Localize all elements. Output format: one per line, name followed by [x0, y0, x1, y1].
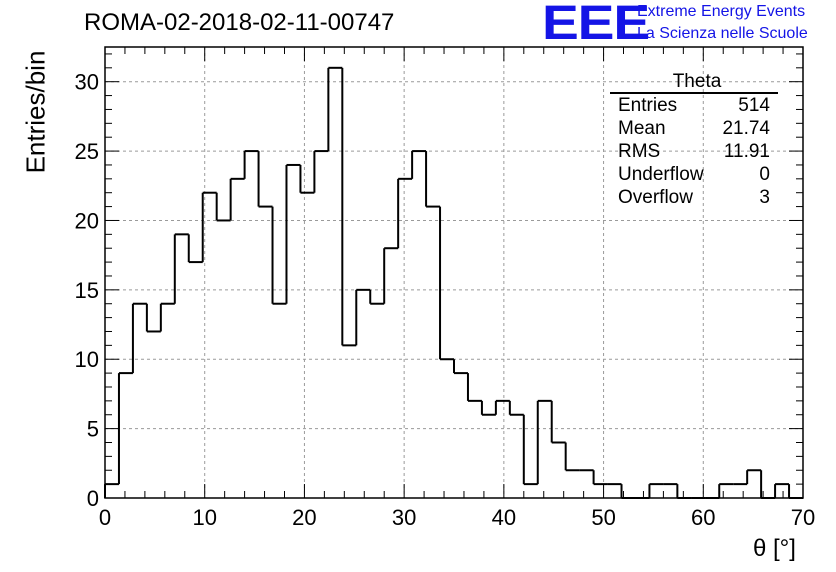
- x-tick-label: 30: [392, 505, 416, 530]
- x-tick-label: 10: [192, 505, 216, 530]
- stats-label: Overflow: [618, 187, 693, 208]
- stats-label: Underflow: [618, 164, 704, 185]
- stats-value: 3: [759, 187, 770, 208]
- stats-box-title: Theta: [610, 72, 778, 94]
- stats-label: Mean: [618, 118, 666, 139]
- y-tick-label: 0: [87, 486, 99, 511]
- x-tick-label: 50: [591, 505, 615, 530]
- x-tick-label: 70: [791, 505, 815, 530]
- stats-box: Theta Entries 514 Mean 21.74 RMS 11.91 U…: [610, 72, 778, 209]
- stats-row-entries: Entries 514: [610, 94, 778, 117]
- y-tick-label: 10: [75, 347, 99, 372]
- stats-value: 0: [759, 164, 770, 185]
- stats-value: 514: [738, 95, 770, 116]
- y-tick-label: 20: [75, 208, 99, 233]
- stats-label: RMS: [618, 141, 661, 162]
- x-tick-label: 20: [292, 505, 316, 530]
- stats-label: Entries: [618, 95, 678, 116]
- x-tick-label: 40: [492, 505, 516, 530]
- chart-title: ROMA-02-2018-02-11-00747: [84, 9, 395, 36]
- stats-row-rms: RMS 11.91: [610, 140, 778, 163]
- logo-subtitle-1: Extreme Energy Events: [637, 3, 806, 20]
- y-tick-label: 30: [75, 70, 99, 95]
- logo-subtitle-2: La Scienza nelle Scuole: [637, 25, 808, 42]
- x-axis-label: θ [°]: [753, 535, 796, 562]
- y-tick-label: 5: [87, 417, 99, 442]
- stats-value: 21.74: [722, 118, 770, 139]
- y-tick-label: 25: [75, 139, 99, 164]
- eee-logo: EEE: [542, 0, 650, 50]
- plot-frame: [104, 46, 804, 499]
- y-axis-label: Entries/bin: [20, 50, 51, 174]
- stats-value: 11.91: [723, 141, 770, 162]
- stats-row-mean: Mean 21.74: [610, 117, 778, 140]
- stats-row-overflow: Overflow 3: [610, 186, 778, 209]
- stats-row-underflow: Underflow 0: [610, 163, 778, 186]
- x-tick-label: 0: [99, 505, 111, 530]
- x-tick-label: 60: [691, 505, 715, 530]
- y-tick-label: 15: [75, 278, 99, 303]
